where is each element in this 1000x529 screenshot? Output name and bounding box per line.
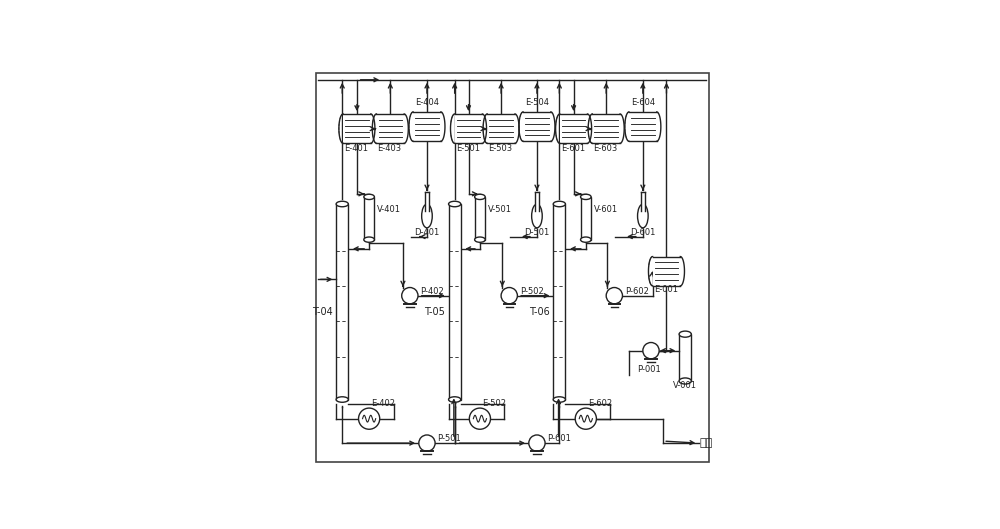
- Text: V-501: V-501: [488, 205, 512, 214]
- Ellipse shape: [449, 201, 461, 207]
- Ellipse shape: [475, 194, 485, 199]
- Bar: [343, 114, 371, 143]
- Bar: [336, 204, 348, 399]
- Bar: [641, 192, 645, 216]
- Text: V-001: V-001: [673, 381, 697, 390]
- Circle shape: [359, 408, 380, 429]
- Text: P-501: P-501: [438, 434, 461, 443]
- Bar: [653, 257, 680, 286]
- Bar: [679, 334, 691, 381]
- Ellipse shape: [475, 237, 485, 242]
- Text: E-503: E-503: [488, 144, 512, 153]
- Text: 釜残: 釜残: [700, 438, 713, 448]
- Circle shape: [402, 288, 418, 304]
- Text: D-401: D-401: [414, 227, 440, 236]
- Circle shape: [575, 408, 596, 429]
- Bar: [413, 112, 441, 141]
- Bar: [455, 114, 482, 143]
- Bar: [376, 114, 404, 143]
- Text: E-501: E-501: [456, 144, 480, 153]
- Ellipse shape: [679, 331, 691, 337]
- Ellipse shape: [532, 204, 542, 228]
- Text: E-504: E-504: [525, 98, 549, 107]
- Ellipse shape: [422, 204, 432, 228]
- Text: E-604: E-604: [631, 98, 655, 107]
- Ellipse shape: [679, 378, 691, 384]
- Bar: [560, 114, 587, 143]
- Circle shape: [643, 342, 659, 359]
- Ellipse shape: [638, 204, 648, 228]
- Text: P-402: P-402: [420, 287, 444, 296]
- Text: D-501: D-501: [524, 227, 550, 236]
- Text: V-601: V-601: [594, 205, 618, 214]
- Text: T-04: T-04: [312, 306, 333, 316]
- Ellipse shape: [336, 397, 348, 402]
- Text: E-403: E-403: [377, 144, 402, 153]
- Ellipse shape: [336, 201, 348, 207]
- Ellipse shape: [581, 237, 591, 242]
- Text: E-603: E-603: [593, 144, 617, 153]
- Text: E-402: E-402: [371, 399, 395, 408]
- Circle shape: [529, 435, 545, 451]
- Bar: [487, 114, 515, 143]
- Ellipse shape: [553, 397, 565, 402]
- Circle shape: [419, 435, 435, 451]
- Text: T-06: T-06: [529, 306, 550, 316]
- Text: E-404: E-404: [415, 98, 439, 107]
- Bar: [553, 204, 565, 399]
- Text: P-001: P-001: [637, 365, 661, 374]
- Circle shape: [501, 288, 517, 304]
- Bar: [581, 197, 591, 240]
- Ellipse shape: [364, 194, 374, 199]
- Text: P-601: P-601: [548, 434, 571, 443]
- Circle shape: [606, 288, 622, 304]
- Text: P-502: P-502: [520, 287, 544, 296]
- Text: E-401: E-401: [344, 144, 368, 153]
- Ellipse shape: [364, 237, 374, 242]
- Text: E-601: E-601: [561, 144, 585, 153]
- Text: E-502: E-502: [482, 399, 506, 408]
- Ellipse shape: [449, 397, 461, 402]
- Ellipse shape: [553, 201, 565, 207]
- Text: E-602: E-602: [588, 399, 612, 408]
- Text: V-401: V-401: [377, 205, 401, 214]
- Bar: [425, 192, 429, 216]
- Ellipse shape: [581, 194, 591, 199]
- Text: T-05: T-05: [424, 306, 445, 316]
- Bar: [592, 114, 620, 143]
- Text: D-601: D-601: [630, 227, 656, 236]
- Bar: [364, 197, 374, 240]
- Bar: [475, 197, 485, 240]
- Bar: [629, 112, 657, 141]
- Bar: [523, 112, 551, 141]
- Text: E-001: E-001: [654, 286, 678, 295]
- Bar: [449, 204, 461, 399]
- Bar: [535, 192, 539, 216]
- Text: P-602: P-602: [625, 287, 649, 296]
- Circle shape: [469, 408, 491, 429]
